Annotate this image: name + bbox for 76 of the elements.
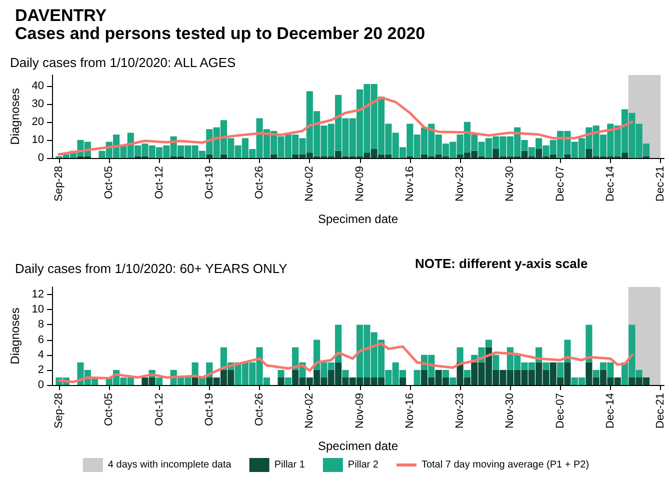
y-tick-label: 0 — [38, 152, 44, 164]
x-tick-label: Nov-16 — [404, 166, 416, 202]
x-tick-label: Oct-26 — [254, 393, 266, 426]
legend-label: Pillar 1 — [274, 460, 306, 470]
bar — [270, 154, 278, 158]
y-tick-label: 10 — [32, 134, 44, 146]
text: Daily cases from 1/10/2020: ALL AGES — [10, 55, 236, 70]
x-tick-label: Nov-16 — [404, 393, 416, 428]
y-tick-label: 12 — [32, 288, 44, 301]
x-tick-label: Dec-21 — [654, 166, 667, 202]
x-tick-label: Dec-07 — [554, 166, 566, 202]
x-tick-label: Oct-05 — [103, 166, 116, 200]
bar — [557, 362, 564, 378]
chart-title: DAVENTRY — [15, 6, 108, 25]
chart-subtitle: Cases and persons tested up to December 20 2020 — [15, 24, 426, 43]
bar — [464, 370, 471, 378]
x-tick-label: Nov-09 — [354, 393, 366, 428]
y-axis-title: Diagnoses — [8, 88, 22, 145]
bar — [220, 154, 228, 158]
bar — [206, 154, 213, 158]
text: NOTE: different y-axis scale — [415, 256, 588, 271]
x-tick-label: Dec-14 — [604, 393, 616, 428]
bar — [335, 324, 342, 362]
legend-label: Pillar 2 — [348, 460, 379, 470]
bar — [414, 370, 420, 385]
legend-label: Total 7 day moving average (P1 + P2) — [421, 460, 590, 470]
y-axis-title: Diagnoses — [8, 308, 22, 364]
x-tick-label: Nov-23 — [454, 393, 466, 428]
x-tick-label: Oct-19 — [203, 393, 216, 426]
y-tick-label: 10 — [32, 304, 44, 316]
x-tick-label: Oct-19 — [203, 166, 216, 200]
x-tick-label: Nov-09 — [354, 166, 366, 202]
x-tick-label: Sep-28 — [53, 166, 66, 202]
bar — [564, 154, 571, 158]
chart-title: Daily cases from 1/10/2020: 60+ YEARS ONLY — [15, 261, 288, 276]
bar — [342, 370, 349, 378]
y-tick-label: 2 — [38, 364, 44, 376]
bar — [284, 377, 292, 385]
bar — [592, 370, 600, 378]
bar — [278, 377, 284, 385]
bar — [542, 362, 550, 370]
bar — [399, 377, 406, 385]
x-tick-label: Dec-07 — [554, 393, 566, 428]
bar — [492, 354, 500, 370]
x-axis-title: Specimen date — [318, 439, 398, 453]
y-tick-label: 30 — [32, 98, 44, 110]
bar — [192, 377, 198, 385]
y-tick-label: 0 — [38, 379, 44, 391]
x-tick-label: Oct-26 — [254, 166, 266, 200]
y-tick-label: 20 — [32, 116, 44, 128]
x-tick-label: Oct-12 — [153, 166, 166, 200]
bar — [442, 370, 450, 378]
bar — [156, 377, 163, 385]
x-axis-title: Specimen date — [318, 212, 398, 226]
x-tick-label: Oct-05 — [103, 393, 116, 426]
bar — [586, 324, 592, 362]
y-tick-label: 6 — [38, 334, 44, 346]
line-series — [58, 96, 634, 156]
x-tick-label: Nov-02 — [304, 393, 316, 428]
x-tick-label: Nov-30 — [504, 166, 516, 202]
x-tick-label: Nov-30 — [504, 393, 516, 428]
bar — [450, 377, 456, 385]
y-tick-label: 4 — [38, 348, 44, 361]
x-tick-label: Nov-23 — [454, 166, 466, 202]
legend-label: 4 days with incomplete data — [108, 460, 232, 470]
x-tick-label: Dec-14 — [604, 166, 616, 202]
y-tick-label: 40 — [32, 80, 44, 92]
bar — [278, 370, 284, 378]
x-tick-label: Oct-12 — [153, 393, 166, 426]
y-tick-label: 8 — [38, 318, 44, 331]
x-tick-label: Sep-28 — [53, 393, 66, 428]
x-tick-label: Nov-02 — [304, 166, 316, 202]
line-series — [58, 342, 634, 384]
bar — [456, 347, 464, 362]
x-tick-label: Dec-21 — [654, 393, 667, 428]
bar — [485, 340, 492, 348]
